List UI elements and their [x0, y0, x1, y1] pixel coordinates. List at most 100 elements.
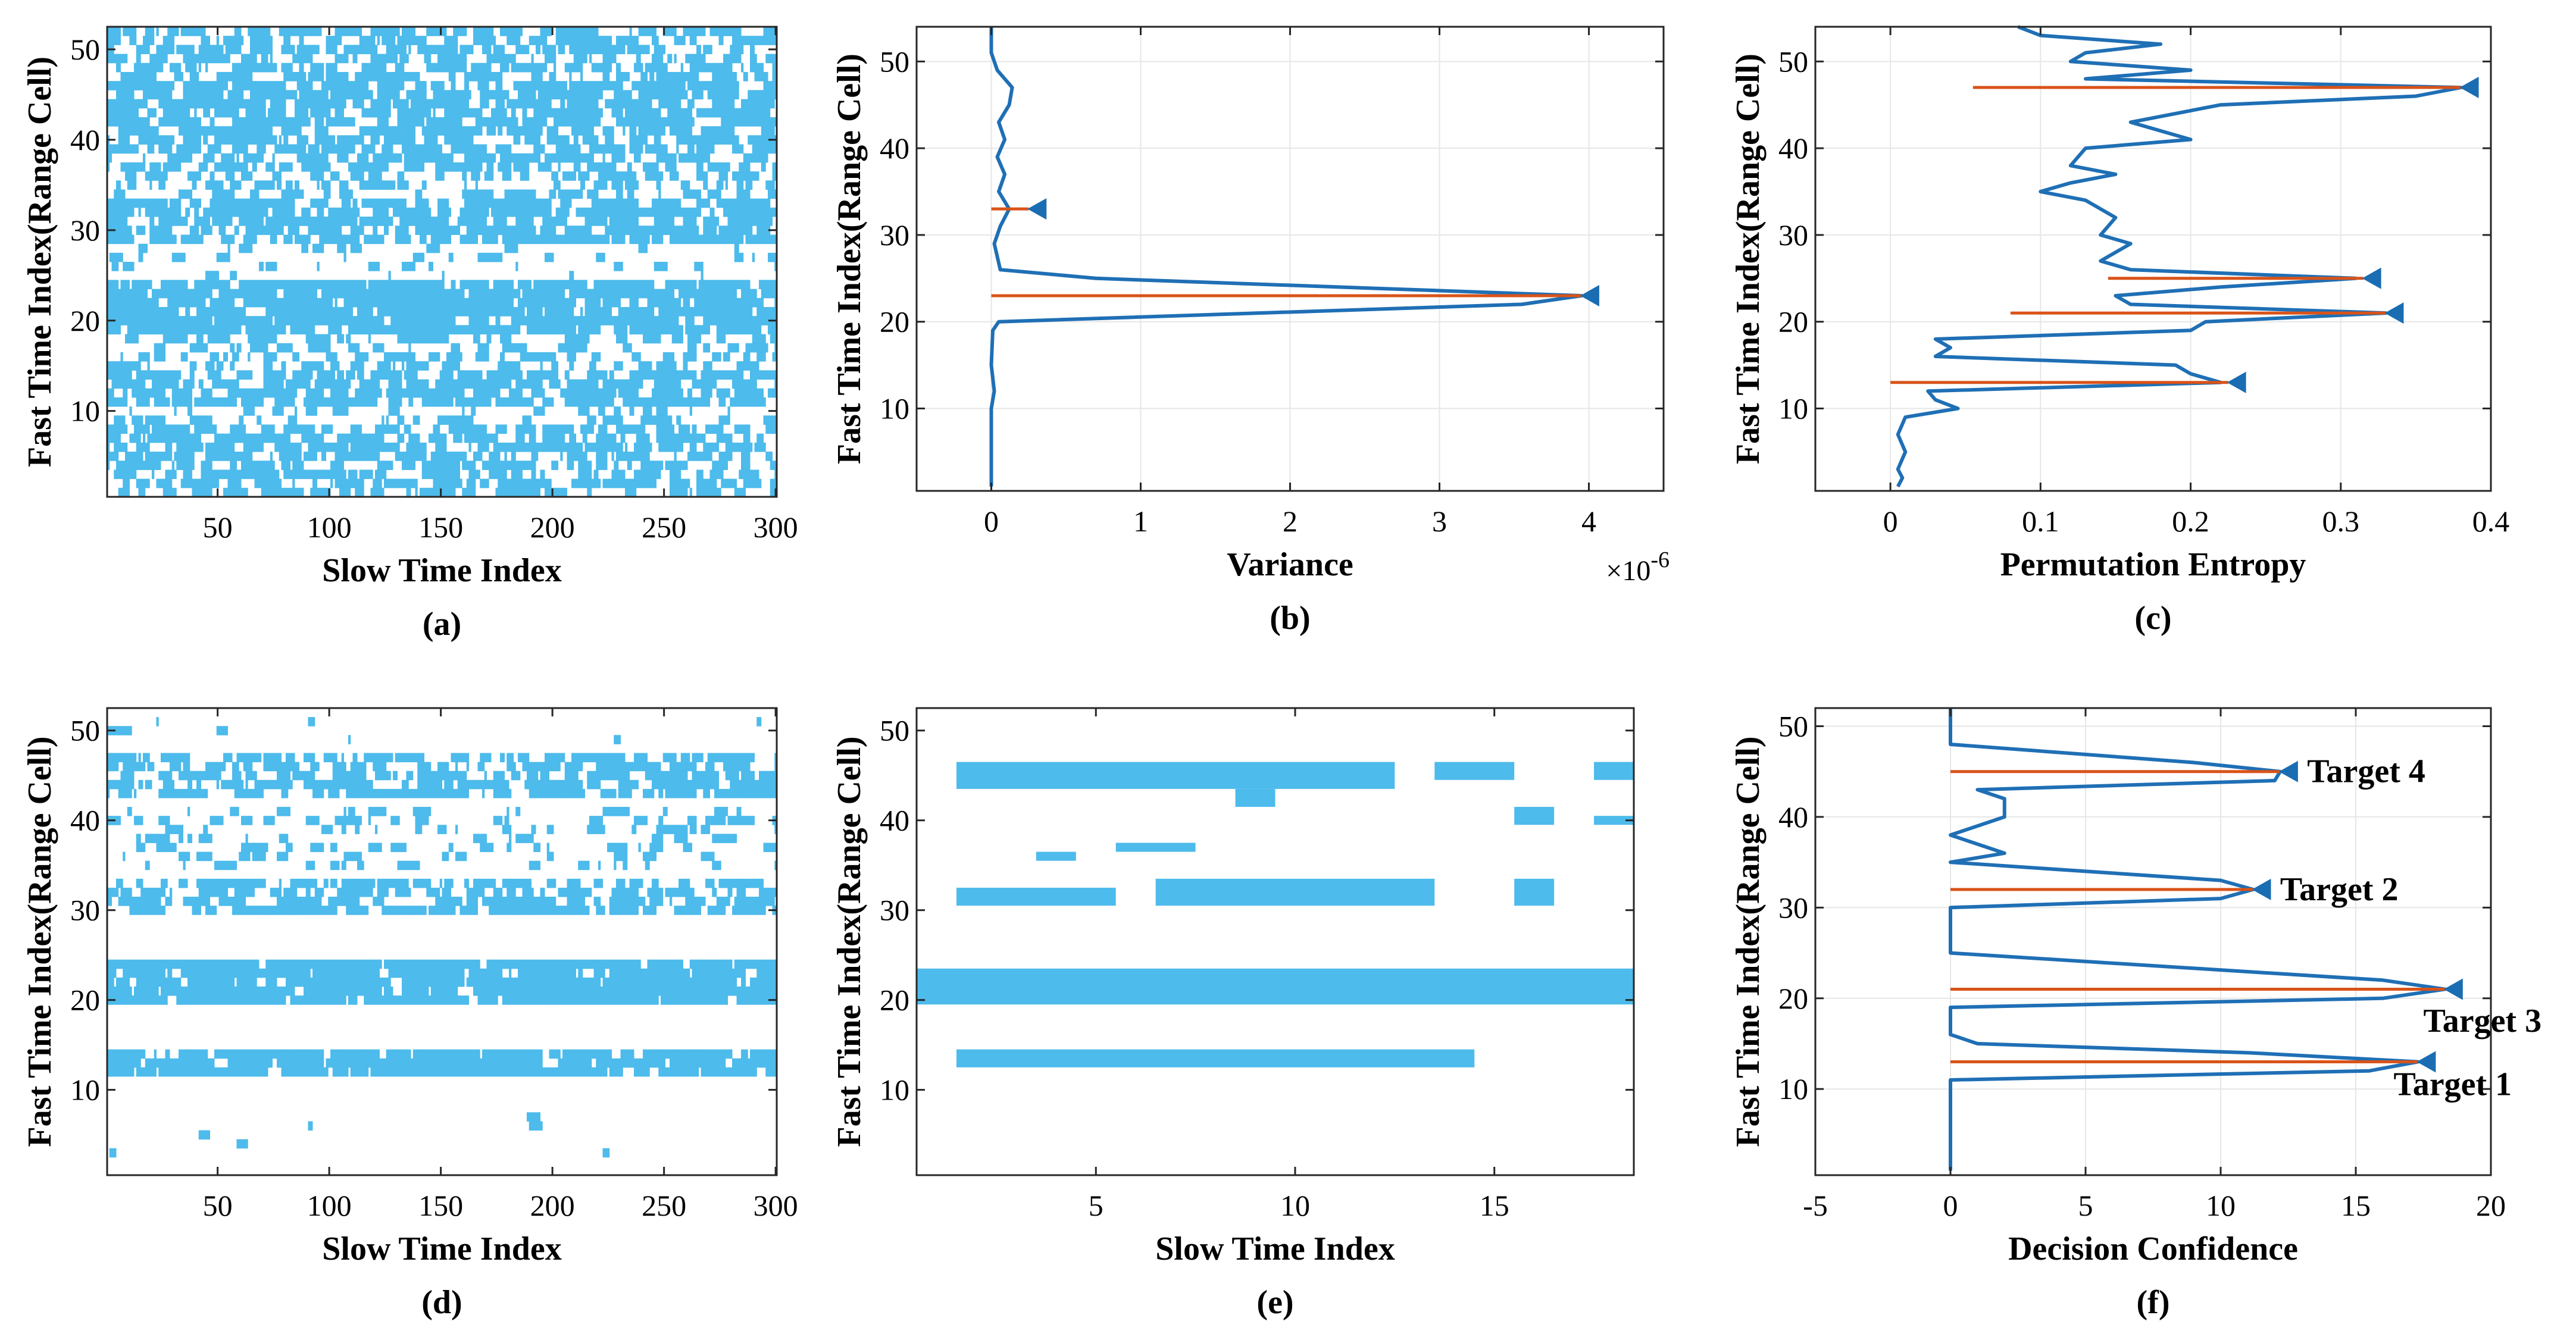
heat-cell-199 [433, 1049, 442, 1059]
heat-cell-1727 [437, 198, 440, 208]
heat-cell-1254 [286, 753, 295, 763]
heat-cell-223 [658, 1049, 664, 1059]
heat-cell-1886 [236, 162, 248, 172]
heat-cell-382 [636, 433, 650, 443]
heat-cell-709 [743, 379, 757, 389]
heat-cell-451 [152, 415, 165, 425]
heat-cell-1686 [687, 207, 701, 217]
heat-cell-1107 [473, 306, 483, 317]
heat-cell-214 [158, 452, 173, 461]
heat-cell-2522 [143, 71, 157, 82]
heat-cell-2535 [334, 71, 349, 82]
heat-cell-2360 [527, 99, 534, 109]
heat-cell-2432 [518, 90, 523, 100]
heat-cell-492 [263, 968, 268, 978]
heat-cell-1139 [343, 771, 355, 781]
heat-cell-927 [187, 834, 192, 843]
heat-cell-116 [359, 1058, 362, 1068]
heat-cell-2593 [310, 62, 324, 73]
heat-cell-423 [402, 977, 411, 987]
heat-cell-1354 [546, 280, 557, 290]
heat-cell-681 [464, 379, 478, 389]
heat-cell-764 [305, 887, 311, 897]
heat-cell-1222 [712, 298, 715, 308]
heat-cell-1937 [221, 153, 235, 163]
heat-cell-1507 [287, 226, 299, 235]
heat-cell-657 [268, 379, 282, 389]
heat-cell-66 [589, 1067, 603, 1077]
heat-cell-94 [162, 1058, 168, 1068]
heat-cell-1361 [614, 280, 619, 290]
heat-cell-523 [545, 968, 552, 978]
heat-cell-179 [277, 1049, 282, 1059]
x-tick-label-1: 100 [307, 1189, 352, 1222]
heat-cell-1294 [774, 753, 777, 763]
heat-cell-898 [429, 334, 436, 344]
heat-cell-1457 [513, 234, 523, 245]
heat-cell-2354 [480, 99, 489, 109]
heat-cell-231 [341, 452, 346, 461]
heat-cell-1382 [442, 271, 445, 280]
heat-cell-876 [598, 860, 601, 871]
heat-cell-538 [455, 397, 467, 407]
heat-cell-1146 [417, 771, 427, 781]
heat-cell-184 [473, 461, 476, 470]
heat-cell-95 [645, 478, 656, 489]
heat-cell-1829 [765, 180, 775, 190]
heat-cell-527 [339, 397, 346, 407]
heat-cell-639 [250, 906, 264, 915]
heat-cell-729 [576, 897, 585, 906]
heat-cell-860 [373, 343, 382, 353]
heat-cell-939 [308, 325, 313, 335]
heat-cell-1385 [111, 262, 119, 271]
heat-cell-56 [507, 1067, 518, 1077]
heat-cell-2473 [261, 81, 275, 90]
heat-cell-1606 [605, 217, 608, 226]
heat-cell-1256 [366, 289, 373, 299]
heat-cell-360 [453, 986, 458, 996]
heat-cell-1670 [536, 207, 539, 217]
heat-cell-57 [227, 478, 242, 489]
heat-cell-235 [761, 1049, 768, 1059]
heat-cell-537 [679, 968, 690, 978]
heat-cell-1300 [741, 289, 746, 299]
heat-cell-2094 [573, 135, 579, 145]
heat-cell-85 [540, 478, 552, 489]
heat-cell-2742 [107, 36, 121, 45]
heat-cell-415 [317, 977, 326, 987]
heat-cell-1982 [689, 153, 704, 163]
heat-cell-1976 [634, 153, 637, 163]
heat-cell-806 [179, 878, 182, 888]
heat-cell-983 [730, 325, 733, 335]
heat-cell-336 [129, 433, 135, 443]
heat-cell-2411 [330, 90, 337, 100]
heat-cell-509 [171, 397, 174, 407]
heat-cell-31 [319, 1067, 324, 1077]
heat-cell-428 [435, 977, 447, 987]
heat-cell-114 [337, 1058, 349, 1068]
heat-cell-435 [629, 424, 643, 434]
heat-cell-547 [107, 959, 112, 969]
heat-cell-926 [201, 325, 210, 335]
heat-cell-592 [334, 388, 340, 398]
heat-cell-1860 [629, 171, 637, 181]
heat-cell-1948 [373, 153, 384, 163]
heat-cell-2188 [194, 117, 201, 127]
heat-cell-1665 [491, 207, 498, 217]
heat-cell-2380 [727, 99, 735, 109]
heat-cell-1019 [312, 788, 324, 799]
heat-cell-2325 [216, 99, 224, 109]
heat-cell-2201 [326, 117, 340, 127]
heat-cell-1756 [752, 198, 757, 208]
heat-cell-353 [314, 433, 324, 443]
heat-cell-1832 [145, 171, 157, 181]
heat-cell-1470 [614, 234, 621, 245]
heat-cell-2199 [305, 117, 311, 127]
heat-cell-5 [529, 1121, 543, 1131]
y-tick-label-2: 30 [880, 218, 909, 252]
heat-cell-1284 [607, 289, 621, 299]
heat-cell-1242 [138, 753, 141, 763]
heat-cell-55 [493, 1067, 507, 1077]
heat-cell-1692 [759, 207, 764, 217]
heat-cell-557 [636, 397, 646, 407]
